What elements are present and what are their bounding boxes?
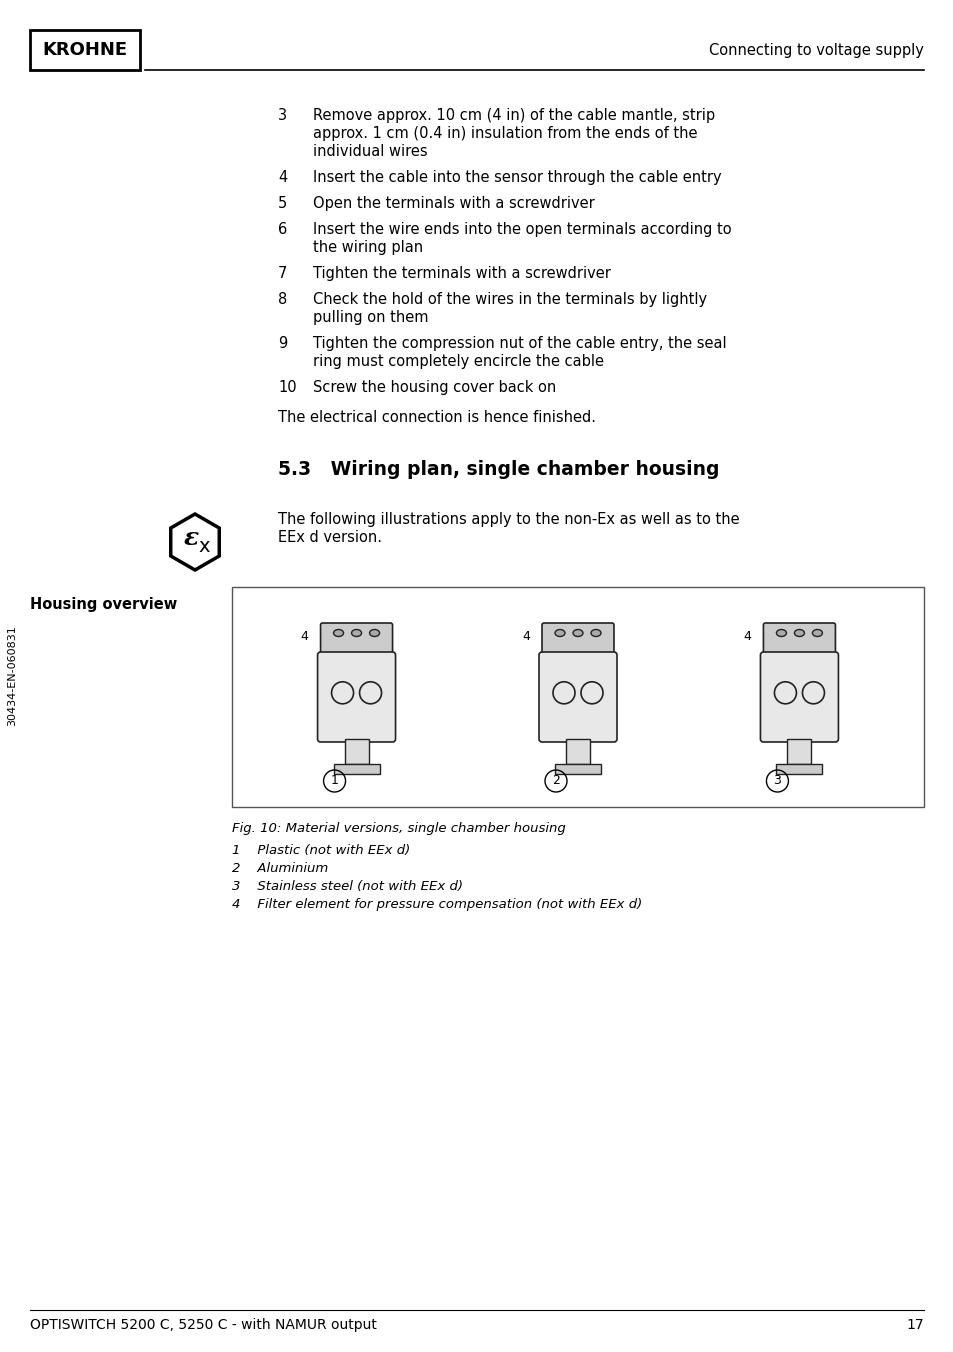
Text: Fig. 10: Material versions, single chamber housing: Fig. 10: Material versions, single chamb… xyxy=(232,822,565,836)
Bar xyxy=(555,764,600,773)
Text: 17: 17 xyxy=(905,1318,923,1332)
Text: 4: 4 xyxy=(300,630,308,644)
Ellipse shape xyxy=(776,630,785,637)
Text: individual wires: individual wires xyxy=(313,145,427,160)
Text: 4: 4 xyxy=(742,630,751,644)
Text: 9: 9 xyxy=(277,337,287,352)
Ellipse shape xyxy=(334,630,343,637)
Bar xyxy=(776,764,821,773)
Text: 1    Plastic (not with EEx d): 1 Plastic (not with EEx d) xyxy=(232,844,410,857)
Ellipse shape xyxy=(573,630,582,637)
Bar xyxy=(334,764,379,773)
Ellipse shape xyxy=(369,630,379,637)
Text: OPTISWITCH 5200 C, 5250 C - with NAMUR output: OPTISWITCH 5200 C, 5250 C - with NAMUR o… xyxy=(30,1318,376,1332)
Bar xyxy=(344,740,368,764)
FancyBboxPatch shape xyxy=(538,652,617,742)
Text: Remove approx. 10 cm (4 in) of the cable mantle, strip: Remove approx. 10 cm (4 in) of the cable… xyxy=(313,108,715,123)
Text: the wiring plan: the wiring plan xyxy=(313,241,423,256)
Text: 2: 2 xyxy=(552,775,559,787)
Text: 4    Filter element for pressure compensation (not with EEx d): 4 Filter element for pressure compensati… xyxy=(232,898,641,911)
Ellipse shape xyxy=(555,630,564,637)
Text: pulling on them: pulling on them xyxy=(313,310,428,324)
Text: 6: 6 xyxy=(277,222,287,237)
Text: ε: ε xyxy=(183,526,198,550)
Text: 3: 3 xyxy=(277,108,287,123)
Text: 7: 7 xyxy=(277,266,287,281)
Text: EEx d version.: EEx d version. xyxy=(277,530,381,545)
Text: 2    Aluminium: 2 Aluminium xyxy=(232,863,328,875)
Text: Tighten the compression nut of the cable entry, the seal: Tighten the compression nut of the cable… xyxy=(313,337,726,352)
Text: 10: 10 xyxy=(277,380,296,395)
Bar xyxy=(786,740,811,764)
Text: x: x xyxy=(198,538,210,557)
FancyBboxPatch shape xyxy=(320,623,392,657)
Text: 4: 4 xyxy=(277,170,287,185)
Text: Housing overview: Housing overview xyxy=(30,598,177,612)
Text: The following illustrations apply to the non-Ex as well as to the: The following illustrations apply to the… xyxy=(277,512,739,527)
Text: 8: 8 xyxy=(277,292,287,307)
Text: The electrical connection is hence finished.: The electrical connection is hence finis… xyxy=(277,410,596,425)
Text: KROHNE: KROHNE xyxy=(42,41,128,59)
FancyBboxPatch shape xyxy=(317,652,395,742)
Text: Tighten the terminals with a screwdriver: Tighten the terminals with a screwdriver xyxy=(313,266,610,281)
Text: 30434-EN-060831: 30434-EN-060831 xyxy=(7,626,17,726)
Text: 3    Stainless steel (not with EEx d): 3 Stainless steel (not with EEx d) xyxy=(232,880,462,894)
Text: Check the hold of the wires in the terminals by lightly: Check the hold of the wires in the termi… xyxy=(313,292,706,307)
Text: 5.3   Wiring plan, single chamber housing: 5.3 Wiring plan, single chamber housing xyxy=(277,460,719,479)
Text: 4: 4 xyxy=(521,630,529,644)
Bar xyxy=(232,587,923,807)
Text: Insert the wire ends into the open terminals according to: Insert the wire ends into the open termi… xyxy=(313,222,731,237)
Text: approx. 1 cm (0.4 in) insulation from the ends of the: approx. 1 cm (0.4 in) insulation from th… xyxy=(313,126,697,141)
Text: 1: 1 xyxy=(331,775,338,787)
Ellipse shape xyxy=(590,630,600,637)
Text: Insert the cable into the sensor through the cable entry: Insert the cable into the sensor through… xyxy=(313,170,720,185)
Text: 5: 5 xyxy=(277,196,287,211)
FancyBboxPatch shape xyxy=(760,652,838,742)
Text: 3: 3 xyxy=(773,775,781,787)
Bar xyxy=(565,740,589,764)
Text: Screw the housing cover back on: Screw the housing cover back on xyxy=(313,380,556,395)
Bar xyxy=(30,30,140,70)
Ellipse shape xyxy=(812,630,821,637)
Text: Connecting to voltage supply: Connecting to voltage supply xyxy=(708,42,923,58)
FancyBboxPatch shape xyxy=(541,623,614,657)
Ellipse shape xyxy=(794,630,803,637)
Text: ring must completely encircle the cable: ring must completely encircle the cable xyxy=(313,354,603,369)
FancyBboxPatch shape xyxy=(762,623,835,657)
Ellipse shape xyxy=(352,630,361,637)
Text: Open the terminals with a screwdriver: Open the terminals with a screwdriver xyxy=(313,196,594,211)
